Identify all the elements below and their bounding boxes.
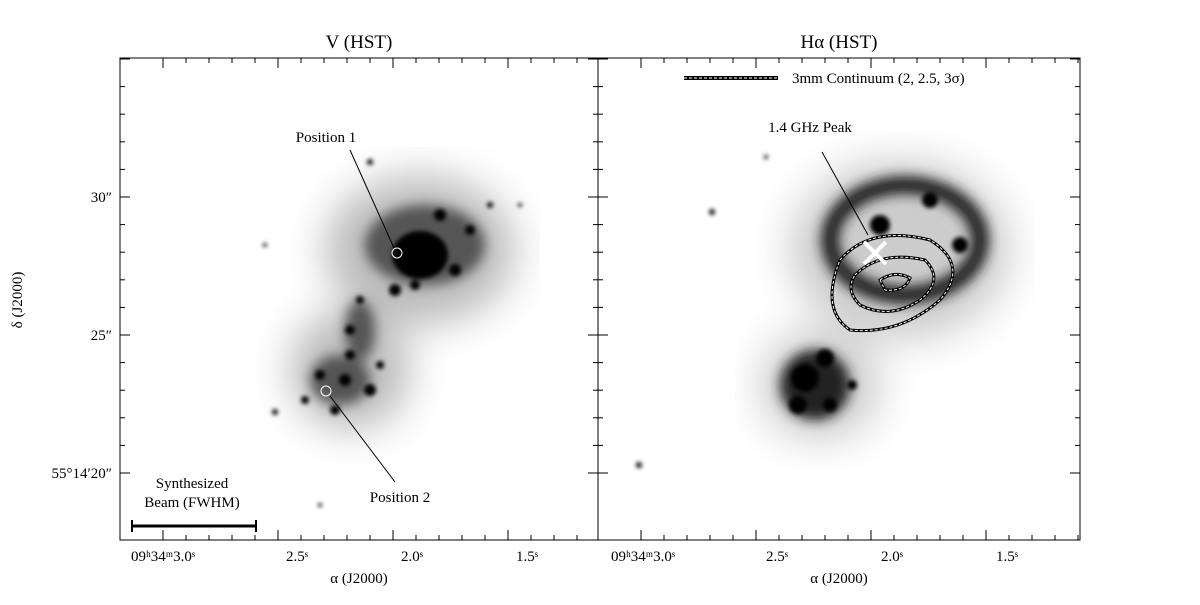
annotation: 1.4 GHz Peak bbox=[768, 120, 852, 136]
legend-label: 3mm Continuum (2, 2.5, 3σ) bbox=[792, 71, 965, 87]
v-band-image bbox=[131, 149, 522, 532]
x-tick-label: 1.5ˢ bbox=[516, 549, 538, 565]
panel-title: V (HST) bbox=[326, 32, 393, 53]
annotation: Synthesized bbox=[156, 476, 229, 492]
annotation: Position 1 bbox=[296, 130, 356, 146]
x-tick-label: 09ʰ34ᵐ3.0ˢ bbox=[611, 549, 675, 565]
panel-title: Hα (HST) bbox=[801, 32, 878, 53]
x-tick-label: 2.0ˢ bbox=[881, 549, 903, 565]
y-tick-label: 25″ bbox=[91, 328, 112, 344]
y-tick-label: 30″ bbox=[91, 190, 112, 206]
x-tick-label: 2.0ˢ bbox=[401, 549, 423, 565]
x-tick-label: 1.5ˢ bbox=[996, 549, 1018, 565]
y-axis-label: δ (J2000) bbox=[10, 272, 26, 329]
right-frame bbox=[597, 57, 1081, 541]
x-tick-label: 2.5ˢ bbox=[286, 549, 308, 565]
x-axis-label: α (J2000) bbox=[330, 571, 387, 587]
y-tick-label: 55°14′20″ bbox=[51, 466, 112, 482]
annotation: Beam (FWHM) bbox=[144, 495, 239, 511]
x-tick-label: 2.5ˢ bbox=[766, 549, 788, 565]
annotation: Position 2 bbox=[370, 490, 430, 506]
h-alpha-image bbox=[636, 76, 1010, 468]
x-tick-label: 09ʰ34ᵐ3.0ˢ bbox=[131, 549, 195, 565]
x-axis-label: α (J2000) bbox=[810, 571, 867, 587]
tick-marks bbox=[120, 58, 1080, 540]
